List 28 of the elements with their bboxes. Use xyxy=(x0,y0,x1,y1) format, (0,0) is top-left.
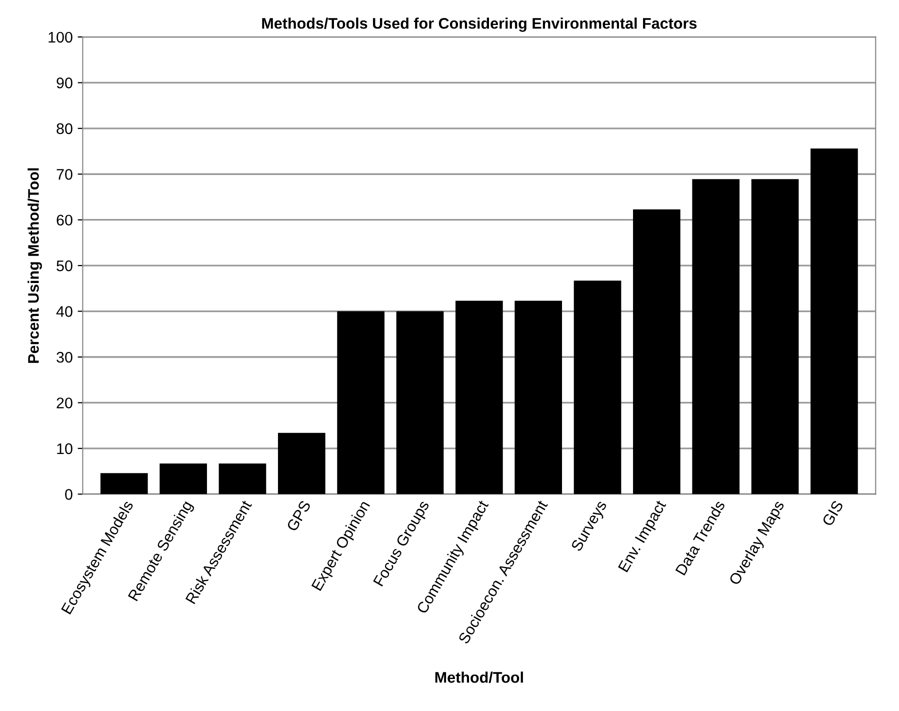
bar xyxy=(160,464,207,494)
bar xyxy=(278,432,326,494)
chart-title: Methods/Tools Used for Considering Environmental Factors xyxy=(262,18,697,32)
bar xyxy=(810,148,858,494)
y-tick-label: 90 xyxy=(56,78,72,88)
y-tick-label: 70 xyxy=(56,168,72,180)
y-tick-label: 10 xyxy=(57,443,72,454)
bar xyxy=(456,300,503,494)
bar xyxy=(514,300,562,494)
x-tick-label: GIS xyxy=(822,500,844,527)
y-axis-title: Percent Using Method/Tool xyxy=(28,168,42,363)
bar xyxy=(692,179,740,494)
x-axis-title: Method/Tool xyxy=(435,672,523,683)
bar xyxy=(633,209,680,494)
y-tick-label: 30 xyxy=(56,352,72,363)
bar xyxy=(100,473,148,494)
y-tick-label: 80 xyxy=(56,123,72,134)
y-tick-label: 0 xyxy=(65,489,72,500)
bar xyxy=(218,464,266,494)
bar xyxy=(751,179,799,494)
y-tick-label: 40 xyxy=(56,306,72,317)
y-tick-label: 20 xyxy=(56,398,72,408)
y-tick-label: 50 xyxy=(56,260,72,272)
bar xyxy=(396,311,444,494)
y-tick-label: 60 xyxy=(56,214,72,226)
y-tick-label: 100 xyxy=(48,32,72,43)
bar xyxy=(337,311,384,494)
bar xyxy=(574,280,622,494)
